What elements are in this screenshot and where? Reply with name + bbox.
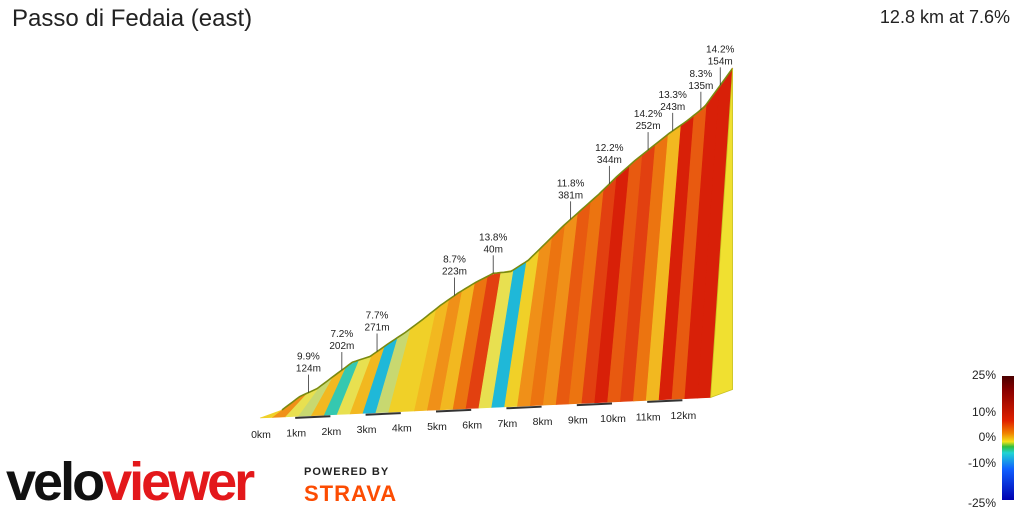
x-tick-label: 11km — [636, 411, 661, 423]
gradient-color-scale — [1002, 376, 1014, 500]
annotation-gradient: 11.8% — [557, 178, 585, 189]
annotation-length: 381m — [558, 190, 583, 201]
x-tick-label: 1km — [286, 427, 306, 439]
annotation-length: 124m — [296, 364, 321, 375]
svg-text:veloviewer: veloviewer — [6, 452, 255, 508]
strava-logo: STRAVA — [304, 481, 398, 506]
annotation-gradient: 13.8% — [479, 232, 507, 243]
page-title: Passo di Fedaia (east) — [12, 5, 253, 32]
x-tick-label: 6km — [462, 419, 482, 431]
km-scale-bar — [576, 402, 613, 407]
x-tick-label: 3km — [357, 424, 377, 436]
annotation-gradient: 9.9% — [297, 352, 320, 363]
profile-end-face — [710, 68, 733, 399]
km-scale-bar — [365, 412, 401, 416]
annotation-length: 271m — [365, 323, 390, 334]
km-scale-bar — [506, 405, 542, 410]
legend-label-10: 10% — [971, 405, 996, 419]
annotation-length: 202m — [329, 341, 354, 352]
annotation-gradient: 8.7% — [443, 255, 466, 266]
annotation-gradient: 8.3% — [689, 69, 712, 80]
annotation-gradient: 13.3% — [659, 90, 687, 101]
annotation-gradient: 12.2% — [595, 143, 623, 154]
km-scale-bar — [435, 408, 472, 413]
legend-label-0: 0% — [978, 430, 996, 444]
climb-summary: 12.8 km at 7.6% — [879, 7, 1010, 27]
annotation-length: 252m — [636, 121, 661, 132]
x-tick-label: 2km — [321, 426, 341, 438]
powered-by-label: POWERED BY — [304, 466, 390, 478]
x-tick-label: 9km — [568, 415, 588, 427]
annotation-length: 154m — [708, 56, 733, 67]
annotation-gradient: 14.2% — [634, 109, 662, 120]
profile-line — [281, 67, 734, 411]
annotation-length: 135m — [688, 81, 713, 92]
gradient-legend: 25% 10% 0% -10% -25% — [940, 366, 1024, 512]
legend-label-minus25: -25% — [967, 496, 996, 510]
annotation-length: 40m — [483, 244, 502, 255]
annotation-length: 223m — [442, 267, 467, 278]
annotation-length: 344m — [597, 155, 622, 166]
x-tick-label: 7km — [497, 418, 517, 430]
legend-label-minus10: -10% — [967, 456, 996, 470]
annotation-gradient: 7.2% — [330, 329, 353, 340]
x-tick-label: 12km — [671, 410, 697, 422]
km-scale-bar — [647, 399, 683, 403]
km-scale-bar — [295, 415, 331, 419]
x-tick-label: 0km — [251, 429, 271, 441]
annotation-gradient: 7.7% — [366, 311, 389, 322]
x-tick-label: 8km — [533, 416, 553, 428]
x-tick-label: 4km — [392, 423, 412, 435]
x-tick-label: 10km — [600, 413, 626, 425]
x-tick-label: 5km — [427, 421, 447, 433]
annotation-length: 243m — [660, 102, 685, 113]
legend-label-25: 25% — [971, 368, 996, 382]
annotation-gradient: 14.2% — [706, 44, 734, 55]
veloviewer-logo: veloviewer — [6, 448, 296, 513]
